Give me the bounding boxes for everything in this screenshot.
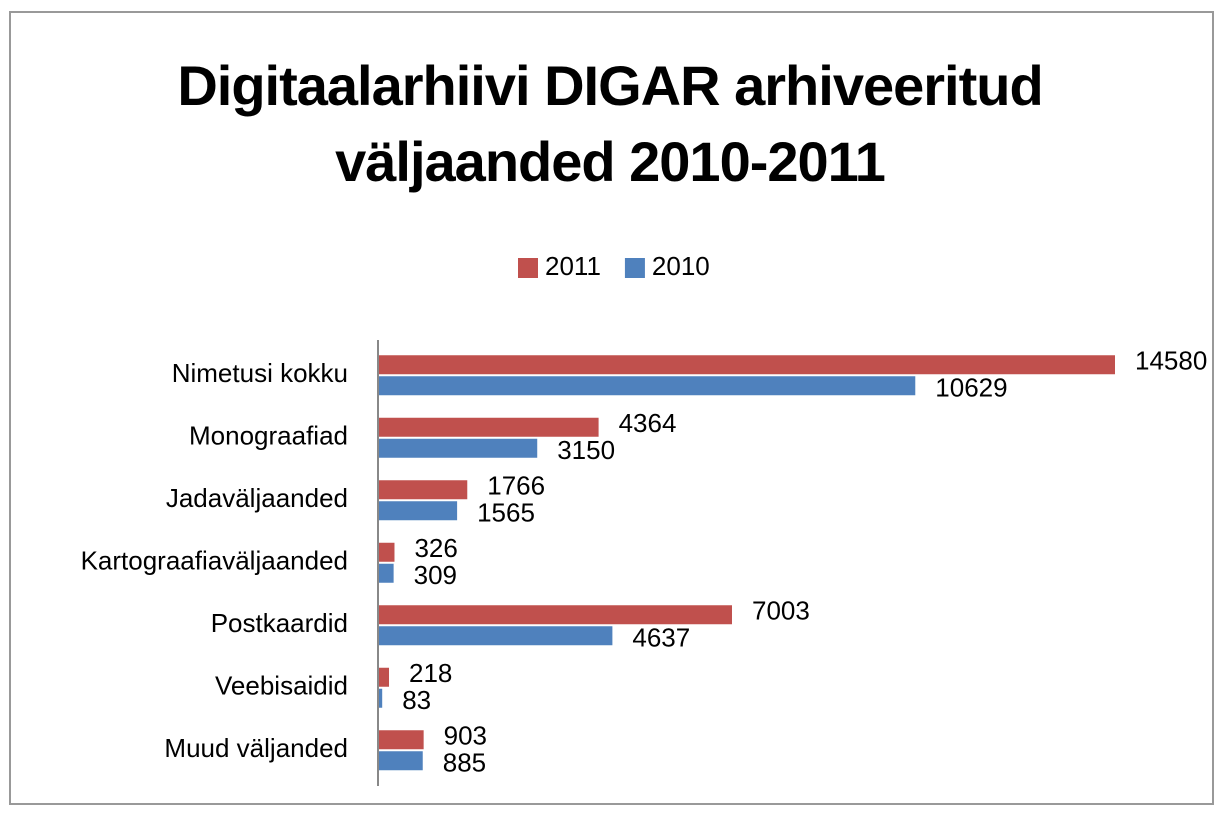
chart-border <box>9 11 1214 805</box>
data-label: 4637 <box>632 623 690 653</box>
bar <box>379 751 423 771</box>
data-label: 1565 <box>477 498 535 528</box>
bar <box>379 688 383 708</box>
bar <box>379 563 394 583</box>
data-label: 309 <box>414 560 457 590</box>
data-label: 903 <box>444 721 487 751</box>
chart-title: Digitaalarhiivi DIGAR arhiveeritud välja… <box>177 54 1043 193</box>
legend-label: 2011 <box>545 251 601 281</box>
bar <box>379 730 424 750</box>
bar <box>379 501 458 521</box>
data-label: 14580 <box>1135 346 1207 376</box>
y-tick-label: Veebisaidid <box>215 671 348 701</box>
data-label: 10629 <box>935 373 1007 403</box>
y-tick-label: Postkaardid <box>211 608 348 638</box>
bar <box>379 376 916 396</box>
y-tick-label: Kartograafiaväljaanded <box>81 546 348 576</box>
bar <box>379 417 599 437</box>
bar <box>379 480 468 500</box>
bar <box>379 626 613 646</box>
legend-swatch <box>624 258 645 278</box>
y-tick-label: Muud väljanded <box>164 733 348 763</box>
bar <box>379 605 732 625</box>
bar <box>379 355 1115 375</box>
y-tick-label: Monograafiad <box>189 421 348 451</box>
data-label: 1766 <box>487 471 545 501</box>
legend-swatch <box>518 258 538 278</box>
legend-label: 2010 <box>652 251 710 281</box>
data-label: 3150 <box>557 435 615 465</box>
data-label: 83 <box>402 685 431 715</box>
bar <box>379 542 395 562</box>
data-label: 885 <box>443 748 486 778</box>
data-label: 326 <box>414 533 457 563</box>
bar <box>379 438 538 458</box>
y-tick-label: Jadaväljaanded <box>166 483 348 513</box>
y-tick-label: Nimetusi kokku <box>172 358 348 388</box>
data-label: 4364 <box>619 408 677 438</box>
bar <box>379 667 390 687</box>
data-label: 7003 <box>752 596 810 626</box>
data-label: 218 <box>409 658 452 688</box>
